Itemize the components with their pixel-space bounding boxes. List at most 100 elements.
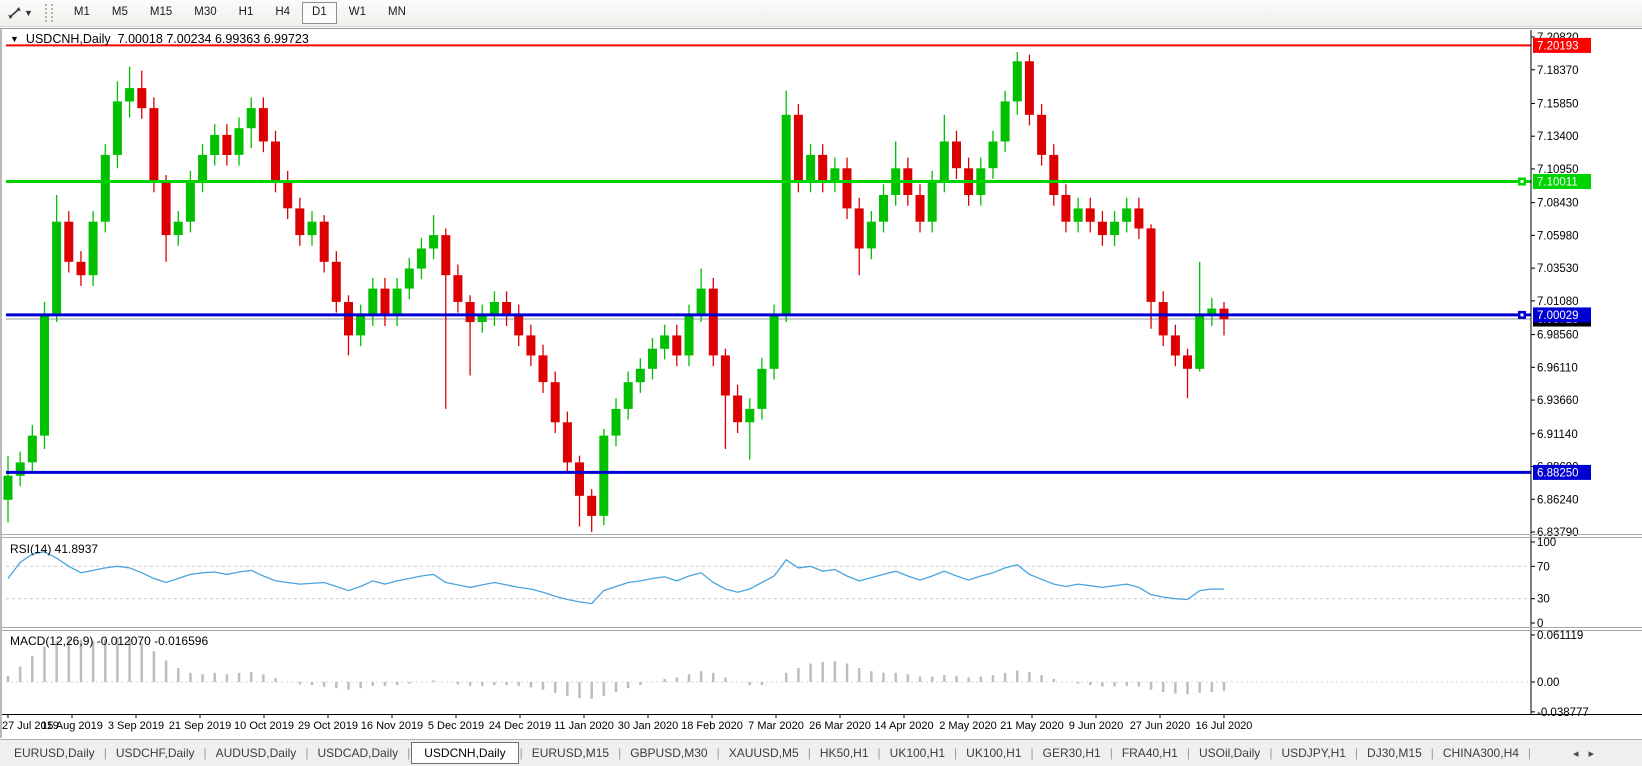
- collapse-icon[interactable]: ▼: [10, 34, 19, 44]
- svg-text:6.96110: 6.96110: [1537, 362, 1578, 374]
- tab-ger30-h1[interactable]: GER30,H1: [1042, 746, 1101, 760]
- svg-text:7.20193: 7.20193: [1537, 40, 1579, 52]
- macd-indicator-label: MACD(12,26,9) -0.012070 -0.016596: [10, 634, 209, 648]
- chart-window: 7.208207.183707.158507.134007.109507.084…: [0, 28, 1642, 739]
- tab-usdcad-daily[interactable]: USDCAD,Daily: [317, 746, 399, 760]
- chart-title: ▼ USDCNH,Daily 7.00018 7.00234 6.99363 6…: [10, 32, 309, 46]
- tab-hk50-h1[interactable]: HK50,H1: [819, 746, 869, 760]
- svg-text:7.00029: 7.00029: [1537, 310, 1579, 322]
- tab-usdcnh-daily[interactable]: USDCNH,Daily: [411, 742, 519, 764]
- tab-separator: |: [618, 746, 622, 760]
- tab-eurusd-daily[interactable]: EURUSD,Daily: [14, 746, 95, 760]
- svg-text:24 Dec 2019: 24 Dec 2019: [489, 720, 551, 732]
- tab-separator: |: [1030, 746, 1034, 760]
- level-price-label: 7.20193: [1533, 37, 1591, 53]
- tab-separator: |: [305, 746, 309, 760]
- svg-text:26 Mar 2020: 26 Mar 2020: [809, 720, 871, 732]
- timeframe-button-mn[interactable]: MN: [388, 6, 406, 19]
- tab-uk100-h1[interactable]: UK100,H1: [889, 746, 946, 760]
- svg-text:7.03530: 7.03530: [1537, 263, 1579, 275]
- tab-separator: |: [1109, 746, 1113, 760]
- svg-text:7.15850: 7.15850: [1537, 98, 1579, 110]
- svg-text:2 May 2020: 2 May 2020: [939, 720, 996, 732]
- svg-text:15 Aug 2019: 15 Aug 2019: [41, 720, 103, 732]
- rsi-panel: 100 70 30 0: [7, 537, 1556, 630]
- timeframe-button-m5[interactable]: M5: [111, 6, 128, 19]
- tab-xauusd-m5[interactable]: XAUUSD,M5: [728, 746, 799, 760]
- tab-separator: |: [103, 746, 107, 760]
- timeframe-button-m15[interactable]: M15: [149, 6, 173, 19]
- svg-text:7.13400: 7.13400: [1537, 131, 1579, 143]
- rsi-level-lines: [6, 565, 1531, 600]
- timeframe-button-w1[interactable]: W1: [348, 6, 366, 19]
- svg-text:27 Jul 2019: 27 Jul 2019: [2, 720, 59, 732]
- tab-china300-h4[interactable]: CHINA300,H4: [1442, 746, 1519, 760]
- svg-text:11 Jan 2020: 11 Jan 2020: [554, 720, 614, 732]
- cursor-tool-button[interactable]: ▼: [4, 4, 36, 22]
- svg-text:7.05980: 7.05980: [1537, 230, 1579, 242]
- symbol-period-label: USDCNH,Daily: [25, 32, 111, 46]
- tab-dj30-m15[interactable]: DJ30,M15: [1367, 746, 1422, 760]
- svg-text:10 Oct 2019: 10 Oct 2019: [234, 720, 294, 732]
- svg-text:29 Oct 2019: 29 Oct 2019: [298, 720, 358, 732]
- level-price-label: 7.00029: [1533, 307, 1591, 323]
- macd-panel: 0.061119 0.00 -0.038777: [6, 630, 1589, 719]
- chart-canvas[interactable]: 7.208207.183707.158507.134007.109507.084…: [2, 29, 1642, 739]
- svg-text:-0.038777: -0.038777: [1537, 707, 1589, 719]
- tab-audusd-daily[interactable]: AUDUSD,Daily: [215, 746, 297, 760]
- tab-separator: |: [807, 746, 811, 760]
- svg-text:5 Dec 2019: 5 Dec 2019: [428, 720, 484, 732]
- tab-separator: |: [1269, 746, 1273, 760]
- tab-eurusd-m15[interactable]: EURUSD,M15: [531, 746, 610, 760]
- svg-text:7.18370: 7.18370: [1537, 65, 1579, 77]
- tab-separator: |: [1186, 746, 1190, 760]
- rsi-indicator-label: RSI(14) 41.8937: [10, 542, 99, 556]
- svg-text:6.91140: 6.91140: [1537, 429, 1578, 441]
- ohlc-values: 7.00018 7.00234 6.99363 6.99723: [117, 32, 309, 46]
- svg-text:14 Apr 2020: 14 Apr 2020: [874, 720, 933, 732]
- svg-text:7 Mar 2020: 7 Mar 2020: [748, 720, 804, 732]
- timeframe-button-d1[interactable]: D1: [302, 2, 337, 24]
- level-price-label: 6.88250: [1533, 464, 1591, 480]
- tab-scroll-right-icon[interactable]: ▸: [1588, 747, 1594, 760]
- timeframe-button-m1[interactable]: M1: [73, 6, 90, 19]
- tab-usdjpy-h1[interactable]: USDJPY,H1: [1281, 746, 1346, 760]
- timeframe-button-m30[interactable]: M30: [194, 6, 217, 19]
- svg-text:7.10950: 7.10950: [1537, 164, 1579, 176]
- tab-usdchf-daily[interactable]: USDCHF,Daily: [115, 746, 195, 760]
- svg-text:6.88250: 6.88250: [1537, 467, 1579, 479]
- svg-text:30: 30: [1537, 594, 1550, 606]
- tab-separator: |: [1354, 746, 1359, 760]
- svg-text:0: 0: [1537, 618, 1543, 630]
- tab-separator: |: [1527, 746, 1532, 760]
- timeframe-button-h4[interactable]: H4: [275, 6, 291, 19]
- tab-separator: |: [716, 746, 720, 760]
- panel-separators[interactable]: [2, 534, 1642, 631]
- svg-text:7.08430: 7.08430: [1537, 198, 1579, 210]
- svg-text:27 Jun 2020: 27 Jun 2020: [1130, 720, 1191, 732]
- svg-text:6.83790: 6.83790: [1537, 527, 1579, 539]
- toolbar-grip[interactable]: [44, 4, 53, 22]
- timeframe-button-h1[interactable]: H1: [238, 6, 254, 19]
- tab-gbpusd-m30[interactable]: GBPUSD,M30: [630, 746, 708, 760]
- tab-uk100-h1[interactable]: UK100,H1: [966, 746, 1022, 760]
- tab-scroll-arrows: ◂ ▸: [1573, 747, 1594, 760]
- tab-fra40-h1[interactable]: FRA40,H1: [1121, 746, 1178, 760]
- tab-separator: |: [1430, 746, 1434, 760]
- svg-text:30 Jan 2020: 30 Jan 2020: [618, 720, 679, 732]
- chevron-down-icon: ▼: [24, 7, 33, 18]
- tab-scroll-left-icon[interactable]: ◂: [1572, 747, 1579, 760]
- svg-text:21 May 2020: 21 May 2020: [1000, 720, 1064, 732]
- horizontal-level-lines[interactable]: [6, 44, 1531, 474]
- tab-separator: |: [877, 746, 881, 760]
- svg-text:7.01080: 7.01080: [1537, 296, 1579, 308]
- svg-text:18 Feb 2020: 18 Feb 2020: [681, 720, 743, 732]
- tab-separator: |: [519, 746, 523, 760]
- svg-text:6.86240: 6.86240: [1537, 494, 1579, 506]
- tab-usoil-daily[interactable]: USOil,Daily: [1198, 746, 1261, 760]
- tab-separator: |: [203, 746, 207, 760]
- svg-text:21 Sep 2019: 21 Sep 2019: [169, 720, 231, 732]
- svg-text:16 Nov 2019: 16 Nov 2019: [361, 720, 423, 732]
